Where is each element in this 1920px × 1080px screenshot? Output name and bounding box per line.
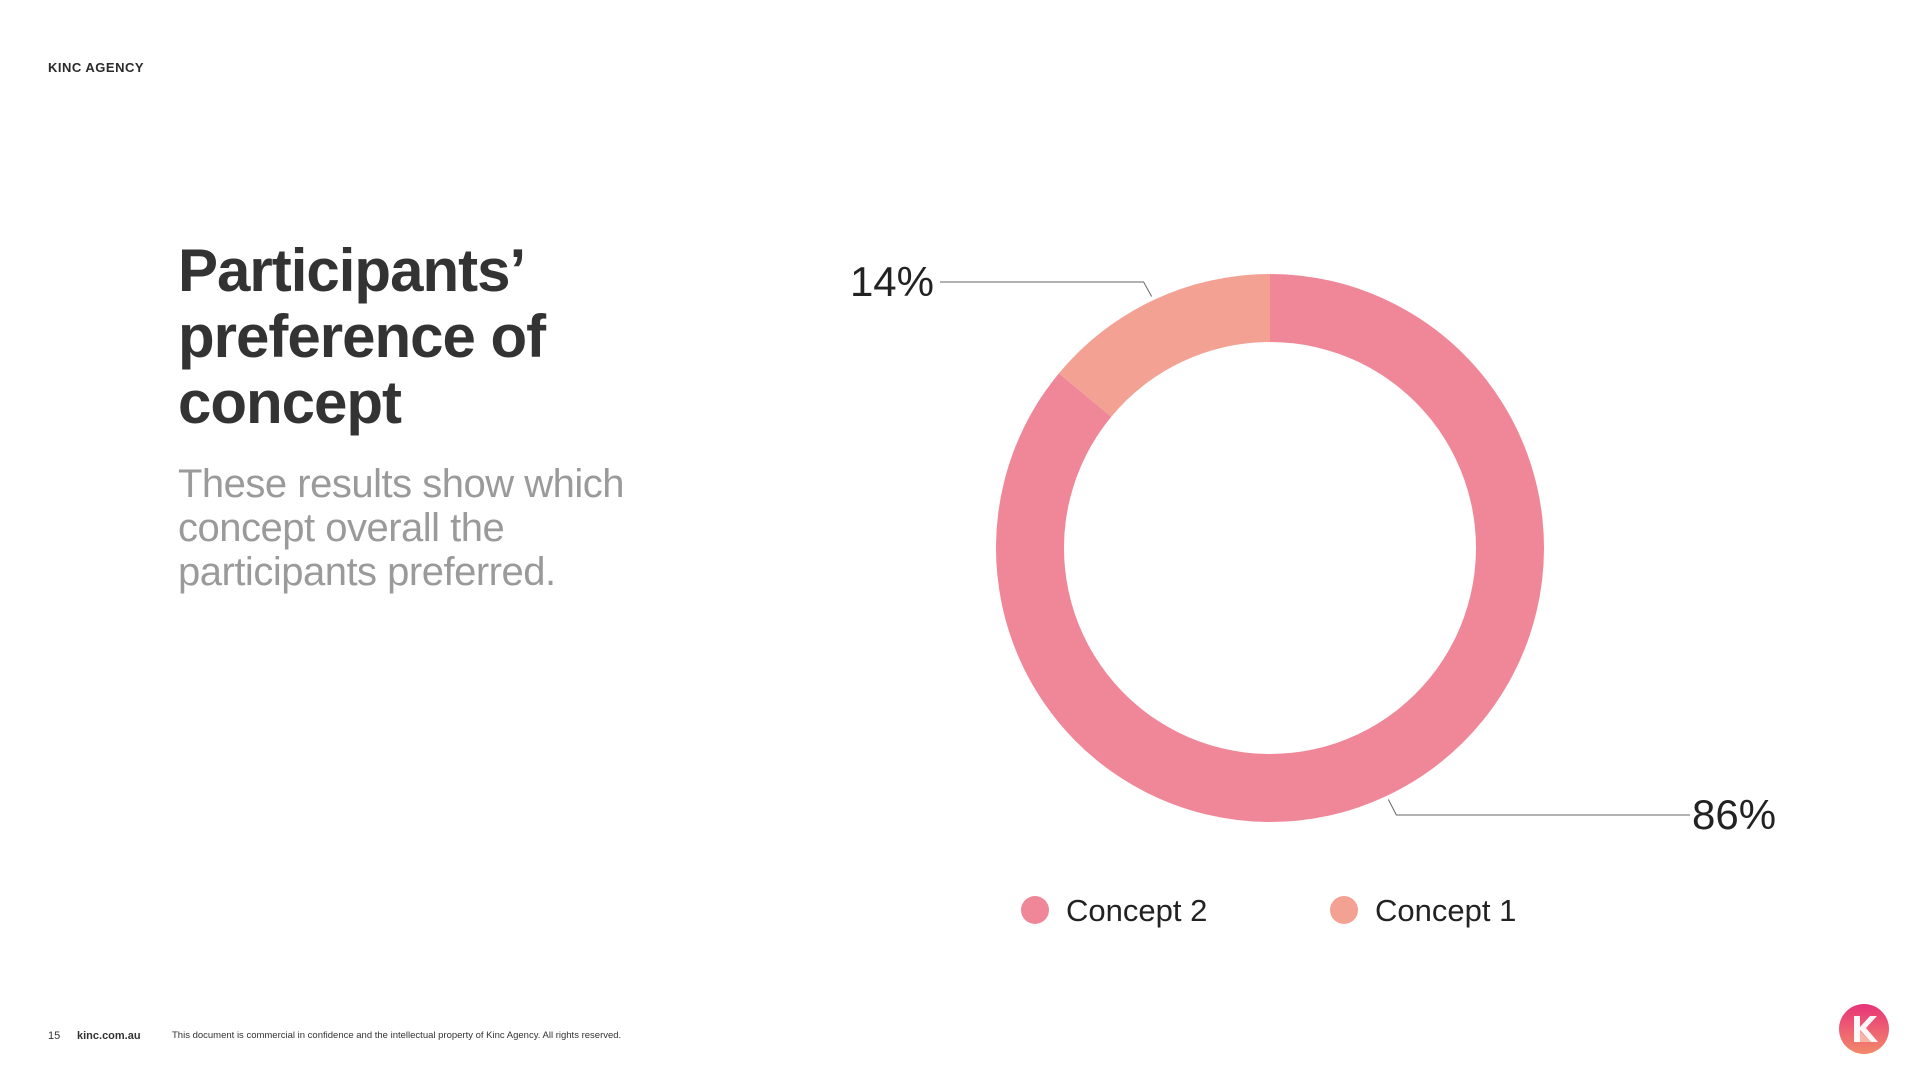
subtitle-line: participants preferred. <box>178 550 556 594</box>
page-number: 15 <box>48 1030 61 1042</box>
donut-slice-concept-1 <box>1058 274 1270 417</box>
subtitle-line: These results show which <box>178 462 624 506</box>
data-label: 86% <box>1692 791 1776 838</box>
title-line: preference of <box>178 303 546 370</box>
donut-chart: 86% 14% Concept 2 Concept 1 <box>850 258 1776 928</box>
confidentiality-notice: This document is commercial in confidenc… <box>172 1030 622 1041</box>
kinc-logo-icon <box>1839 1004 1889 1054</box>
legend-label: Concept 2 <box>1066 893 1207 928</box>
brand-name: KINC AGENCY <box>48 60 145 75</box>
page-subtitle: These results show which concept overall… <box>178 462 738 594</box>
data-label: 14% <box>850 258 934 305</box>
subtitle-line: concept overall the <box>178 506 505 550</box>
site-link[interactable]: kinc.com.au <box>77 1030 141 1042</box>
leader-line <box>1387 799 1690 816</box>
legend-label: Concept 1 <box>1375 893 1516 928</box>
legend-swatch <box>1021 896 1049 924</box>
title-line: concept <box>178 369 402 436</box>
title-line: Participants’ <box>178 237 526 304</box>
page-title: Participants’ preference of concept <box>178 238 738 436</box>
leader-line <box>940 281 1153 297</box>
legend-swatch <box>1330 896 1358 924</box>
